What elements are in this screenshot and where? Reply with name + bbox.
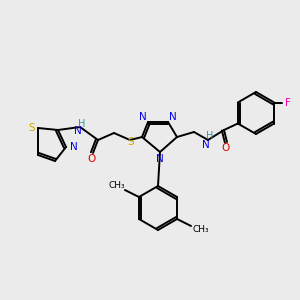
Text: O: O [87, 154, 95, 164]
Text: F: F [285, 98, 291, 107]
Text: N: N [169, 112, 177, 122]
Text: N: N [70, 142, 78, 152]
Text: H: H [206, 131, 214, 141]
Text: H: H [78, 119, 86, 129]
Text: N: N [74, 126, 82, 136]
Text: S: S [128, 137, 134, 147]
Text: N: N [139, 112, 147, 122]
Text: N: N [156, 154, 164, 164]
Text: S: S [29, 123, 35, 133]
Text: CH₃: CH₃ [193, 226, 209, 235]
Text: CH₃: CH₃ [109, 182, 125, 190]
Text: N: N [202, 140, 210, 150]
Text: O: O [222, 143, 230, 153]
